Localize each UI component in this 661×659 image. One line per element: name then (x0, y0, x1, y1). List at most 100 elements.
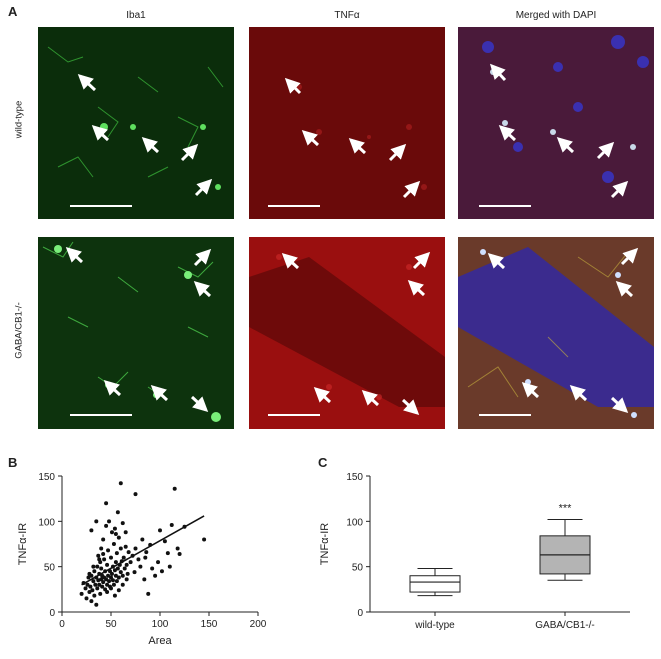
data-point (128, 560, 133, 565)
micrograph-ko-tnf (249, 237, 445, 429)
data-point (102, 557, 107, 562)
data-point (124, 577, 129, 582)
data-point (116, 535, 121, 540)
arrow-icon (281, 252, 300, 270)
data-point (116, 575, 121, 580)
data-point (123, 544, 128, 549)
data-point (121, 555, 126, 560)
data-point (84, 596, 89, 601)
data-point (146, 591, 151, 596)
micrograph-ko-merged (458, 237, 654, 429)
arrow-overlay (65, 63, 639, 416)
data-point (133, 492, 138, 497)
data-point (94, 602, 99, 607)
x-tick-label: 50 (105, 619, 117, 630)
scale-bar (70, 414, 132, 416)
data-point (86, 575, 91, 580)
y-tick-label: 150 (38, 472, 55, 483)
data-point (97, 557, 102, 562)
arrow-icon (610, 396, 629, 414)
x-tick-label: 150 (201, 619, 218, 630)
arrow-icon (556, 136, 575, 154)
data-point (120, 521, 125, 526)
data-point (89, 528, 94, 533)
arrow-icon (301, 129, 320, 147)
x-tick-label: 0 (59, 619, 65, 630)
data-point (109, 571, 114, 576)
data-point (169, 522, 174, 527)
arrow-icon (412, 251, 431, 270)
data-point (79, 591, 84, 596)
scatter-chart: 0 50 100 150 0 50 100 150 200 Area TNFα-IR (0, 460, 300, 659)
y-axis-label: TNFα-IR (17, 523, 29, 565)
data-point (113, 532, 118, 537)
data-point (88, 584, 93, 589)
arrow-icon (361, 389, 380, 407)
data-point (93, 582, 98, 587)
data-point (113, 560, 118, 565)
micrograph-ko-tnf-image (249, 237, 445, 429)
data-point (96, 553, 101, 558)
data-point (106, 548, 111, 553)
y-tick-label: 0 (49, 608, 55, 619)
arrow-icon (190, 395, 209, 413)
data-point (158, 528, 162, 533)
y-tick-label: 50 (44, 563, 56, 574)
data-point (150, 566, 155, 571)
y-tick-label: 100 (38, 517, 55, 528)
micrograph-ko-merged-image (458, 237, 654, 429)
box-0 (409, 575, 461, 593)
arrow-icon (313, 386, 332, 404)
category-label: wild-type (414, 620, 455, 631)
data-point (118, 481, 123, 486)
arrow-icon (141, 136, 160, 154)
data-point (122, 566, 127, 571)
data-point (85, 582, 90, 587)
data-point (104, 501, 109, 506)
data-point (110, 578, 115, 583)
data-point (167, 564, 172, 569)
data-point (92, 569, 97, 574)
data-point (104, 577, 109, 582)
data-point (100, 584, 105, 589)
column-title-tnf: TNFα (334, 10, 360, 21)
regression-line (81, 515, 205, 586)
data-point (118, 570, 123, 575)
data-point (126, 550, 131, 555)
arrow-icon (487, 252, 506, 270)
arrow-icon (402, 180, 421, 199)
data-point (172, 486, 177, 491)
data-point (99, 546, 104, 551)
arrow-icon (150, 384, 169, 402)
x-axis-label: Area (148, 635, 172, 647)
data-point (144, 550, 149, 555)
arrow-icon (489, 63, 507, 82)
data-point (120, 582, 125, 587)
arrow-icon (615, 280, 634, 298)
arrow-icon (193, 248, 212, 267)
data-point (95, 564, 100, 569)
scale-bar (268, 414, 320, 416)
data-point (112, 593, 117, 598)
data-point (101, 537, 106, 542)
arrow-icon (91, 124, 110, 142)
data-point (105, 590, 110, 595)
arrow-icon (521, 381, 540, 399)
data-point (116, 588, 121, 593)
data-point (104, 523, 109, 528)
data-point (107, 519, 112, 524)
data-point (98, 591, 103, 596)
scatter-plot-svg: 0 50 100 150 0 50 100 150 200 Area TNFα-IR (17, 472, 267, 647)
arrow-icon (388, 143, 407, 162)
arrow-icon (569, 384, 588, 402)
data-point (124, 562, 129, 567)
data-point (118, 546, 123, 551)
data-point (123, 530, 128, 535)
arrow-icon (180, 143, 199, 162)
data-point (111, 582, 116, 587)
data-point (83, 586, 88, 591)
data-point (87, 571, 92, 576)
y-tick-label: 0 (357, 608, 363, 619)
data-point (99, 566, 104, 571)
data-point (97, 582, 102, 587)
